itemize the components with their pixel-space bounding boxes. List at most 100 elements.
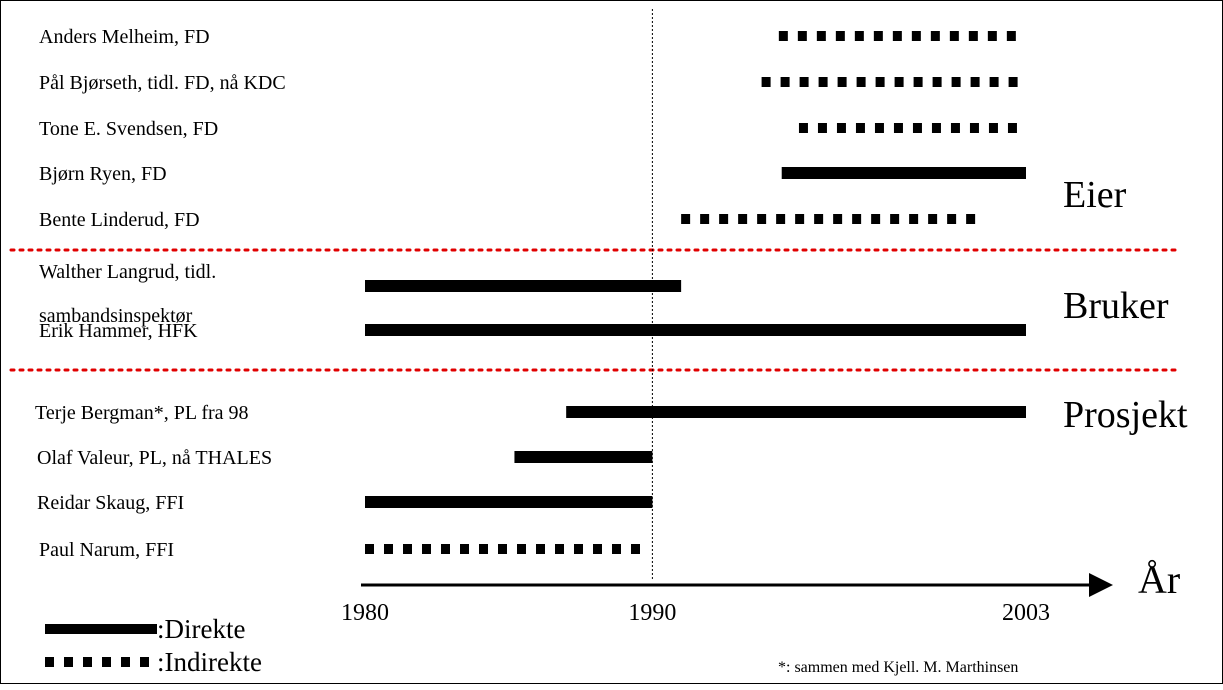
dash-segment	[909, 214, 919, 224]
timeline-bars	[365, 31, 1026, 554]
dash-segment	[855, 123, 865, 133]
dash-segment	[852, 214, 862, 224]
dash-segment	[719, 214, 729, 224]
dash-segment	[761, 77, 771, 87]
dash-segment	[873, 31, 883, 41]
dash-segment	[517, 544, 526, 554]
dash-segment	[950, 123, 960, 133]
person-name: Anders Melheim, FD	[39, 26, 210, 48]
dash-segment	[45, 657, 54, 667]
dash-segment	[700, 214, 710, 224]
dash-segment	[778, 31, 788, 41]
dash-segment	[818, 77, 828, 87]
dash-segment	[1007, 123, 1017, 133]
timeline-bar	[365, 544, 640, 554]
dash-segment	[892, 31, 902, 41]
dash-segment	[403, 544, 412, 554]
dash-segment	[833, 214, 843, 224]
dash-segment	[780, 77, 790, 87]
group-labels: Eier Bruker Prosjekt	[1063, 174, 1188, 436]
dash-segment	[776, 214, 786, 224]
timeline-bar	[365, 324, 1026, 336]
dash-segment	[797, 31, 807, 41]
dash-segment	[837, 77, 847, 87]
dash-segment	[875, 77, 885, 87]
group-label: Bruker	[1063, 285, 1169, 327]
person-name: Terje Bergman*, PL fra 98	[35, 402, 249, 424]
dash-segment	[441, 544, 450, 554]
dash-segment	[422, 544, 431, 554]
legend-swatch-direct	[45, 624, 157, 634]
group-separators	[9, 248, 1183, 372]
dash-segment	[814, 214, 824, 224]
timeline-bar	[778, 31, 1016, 41]
timeline-bar	[566, 406, 1026, 418]
dash-segment	[593, 544, 602, 554]
person-name: Pål Bjørseth, tidl. FD, nå KDC	[39, 72, 286, 94]
dash-segment	[798, 123, 808, 133]
dash-segment	[555, 544, 564, 554]
legend-swatch-indirect	[45, 657, 149, 667]
dash-segment	[874, 123, 884, 133]
tick-label: 2003	[1002, 600, 1050, 626]
timeline-bar	[365, 496, 653, 508]
dash-segment	[951, 77, 961, 87]
legend: :Direkte:Indirekte	[45, 614, 262, 677]
dash-segment	[121, 657, 130, 667]
dash-segment	[102, 657, 111, 667]
axis-title: År	[1138, 557, 1180, 602]
person-name: Bjørn Ryen, FD	[39, 163, 167, 185]
timeline-bar	[781, 167, 1026, 179]
dash-segment	[835, 31, 845, 41]
dash-segment	[574, 544, 583, 554]
person-name: Reidar Skaug, FFI	[37, 492, 184, 514]
person-name: Walther Langrud, tidl. sambandsinspektør	[39, 261, 216, 327]
dash-segment	[947, 214, 957, 224]
dash-segment	[968, 31, 978, 41]
dash-segment	[816, 31, 826, 41]
dash-segment	[83, 657, 92, 667]
dash-segment	[894, 77, 904, 87]
dash-segment	[795, 214, 805, 224]
dash-segment	[1008, 77, 1018, 87]
dash-segment	[479, 544, 488, 554]
person-name: Tone E. Svendsen, FD	[39, 118, 218, 140]
dash-segment	[498, 544, 507, 554]
dash-segment	[612, 544, 621, 554]
dash-segment	[1006, 31, 1016, 41]
person-name: Bente Linderud, FD	[39, 209, 200, 231]
dash-segment	[681, 214, 691, 224]
dash-segment	[890, 214, 900, 224]
dash-segment	[930, 31, 940, 41]
dash-segment	[949, 31, 959, 41]
timeline-bar	[761, 77, 1018, 87]
dash-segment	[384, 544, 393, 554]
dash-segment	[460, 544, 469, 554]
dash-segment	[836, 123, 846, 133]
dash-segment	[365, 544, 374, 554]
timeline-bar	[514, 451, 653, 463]
dash-segment	[912, 123, 922, 133]
group-label: Eier	[1063, 174, 1127, 216]
person-name: Erik Hammer, HFK	[39, 320, 198, 342]
dash-segment	[757, 214, 767, 224]
dash-segment	[928, 214, 938, 224]
dash-segment	[854, 31, 864, 41]
person-labels: Anders Melheim, FD Pål Bjørseth, tidl. FD…	[35, 26, 286, 561]
dash-segment	[969, 123, 979, 133]
legend-label: :Indirekte	[157, 647, 262, 677]
dash-segment	[738, 214, 748, 224]
dash-segment	[966, 214, 976, 224]
dash-segment	[799, 77, 809, 87]
dash-segment	[536, 544, 545, 554]
dash-segment	[856, 77, 866, 87]
dash-segment	[64, 657, 73, 667]
person-name: Olaf Valeur, PL, nå THALES	[37, 447, 272, 469]
dash-segment	[988, 123, 998, 133]
dash-segment	[989, 77, 999, 87]
dash-segment	[893, 123, 903, 133]
timeline-bar	[681, 214, 976, 224]
legend-label: :Direkte	[157, 614, 245, 644]
footnote: *: sammen med Kjell. M. Marthinsen	[778, 659, 1018, 676]
